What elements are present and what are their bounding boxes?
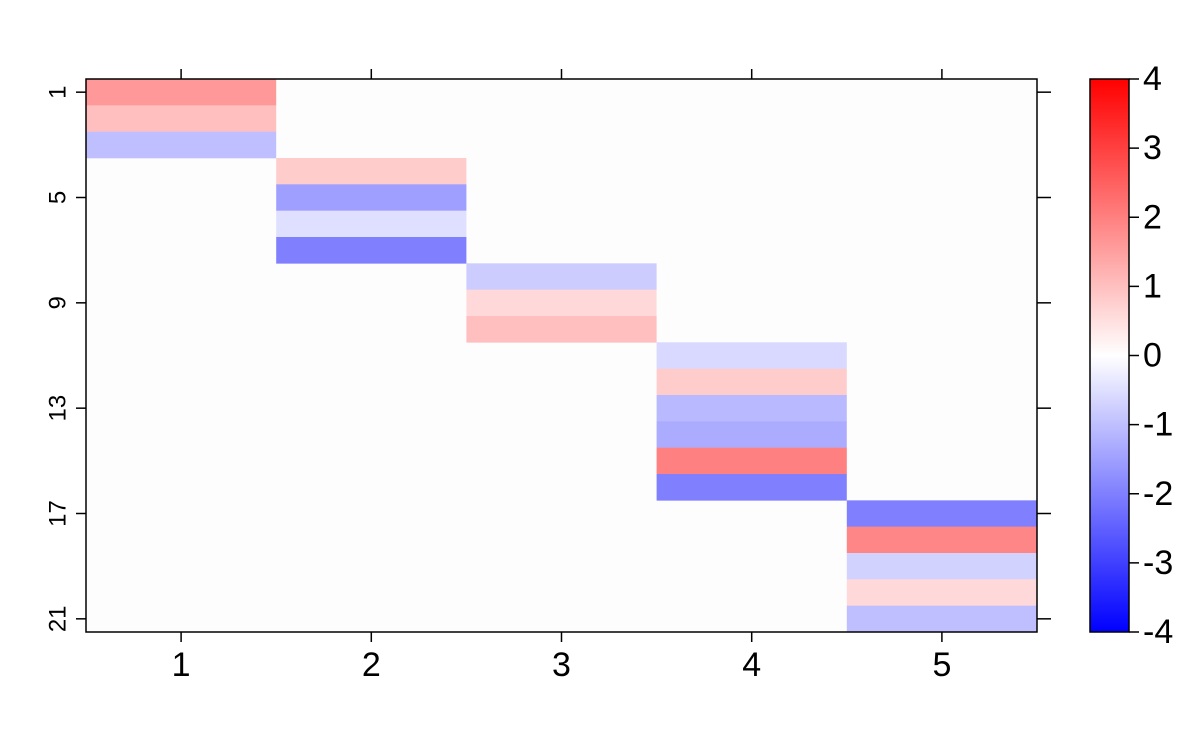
x-tick-label: 2 (362, 646, 381, 684)
heatmap-cell (656, 395, 847, 422)
heatmap-cell (846, 526, 1037, 554)
heatmap-cell (466, 289, 657, 317)
x-tick-label: 1 (172, 646, 191, 684)
y-tick-label: 13 (45, 395, 72, 422)
heatmap-cell (846, 579, 1037, 606)
heatmap-cell (276, 184, 467, 211)
x-tick-label: 5 (932, 646, 951, 684)
heatmap-cell (656, 447, 847, 475)
heatmap-cell (846, 500, 1037, 527)
colorbar-tick-label: -2 (1143, 475, 1173, 513)
y-tick-label: 21 (45, 605, 72, 632)
heatmap-cell (656, 342, 847, 369)
heatmap-cell (466, 316, 657, 343)
heatmap-cell (276, 237, 467, 264)
heatmap-cell (656, 368, 847, 396)
x-tick-label: 4 (742, 646, 761, 684)
heatmap-cell (86, 79, 277, 106)
y-tick-label: 1 (45, 85, 72, 98)
heatmap-cell (656, 421, 847, 448)
colorbar-tick-label: 0 (1143, 337, 1162, 375)
y-tick-label: 5 (45, 191, 72, 204)
x-tick-label: 3 (552, 646, 571, 684)
colorbar-gradient (1090, 79, 1129, 632)
heatmap-cell (466, 263, 657, 290)
heatmap-cell (276, 210, 467, 238)
heatmap-cell (656, 474, 847, 501)
heatmap-cell (846, 553, 1037, 580)
heatmap-cell (846, 605, 1037, 633)
plot-area: 1 2 3 4 5 1 5 9 13 17 21 (45, 69, 1051, 684)
heatmap-cell (276, 158, 467, 185)
colorbar-tick-label: -1 (1143, 406, 1173, 444)
heatmap-cell (86, 131, 277, 159)
colorbar-tick-label: 1 (1143, 267, 1162, 305)
colorbar-tick-label: -4 (1143, 613, 1173, 651)
colorbar-tick-label: 3 (1143, 129, 1162, 167)
y-tick-label: 17 (45, 500, 72, 527)
colorbar: -4 -3 -2 -1 0 1 2 3 4 (1089, 60, 1173, 651)
heatmap-cell (86, 105, 277, 132)
y-tick-label: 9 (45, 296, 72, 309)
colorbar-tick-label: 4 (1143, 60, 1162, 98)
colorbar-tick-label: 2 (1143, 198, 1162, 236)
colorbar-tick-label: -3 (1143, 544, 1173, 582)
